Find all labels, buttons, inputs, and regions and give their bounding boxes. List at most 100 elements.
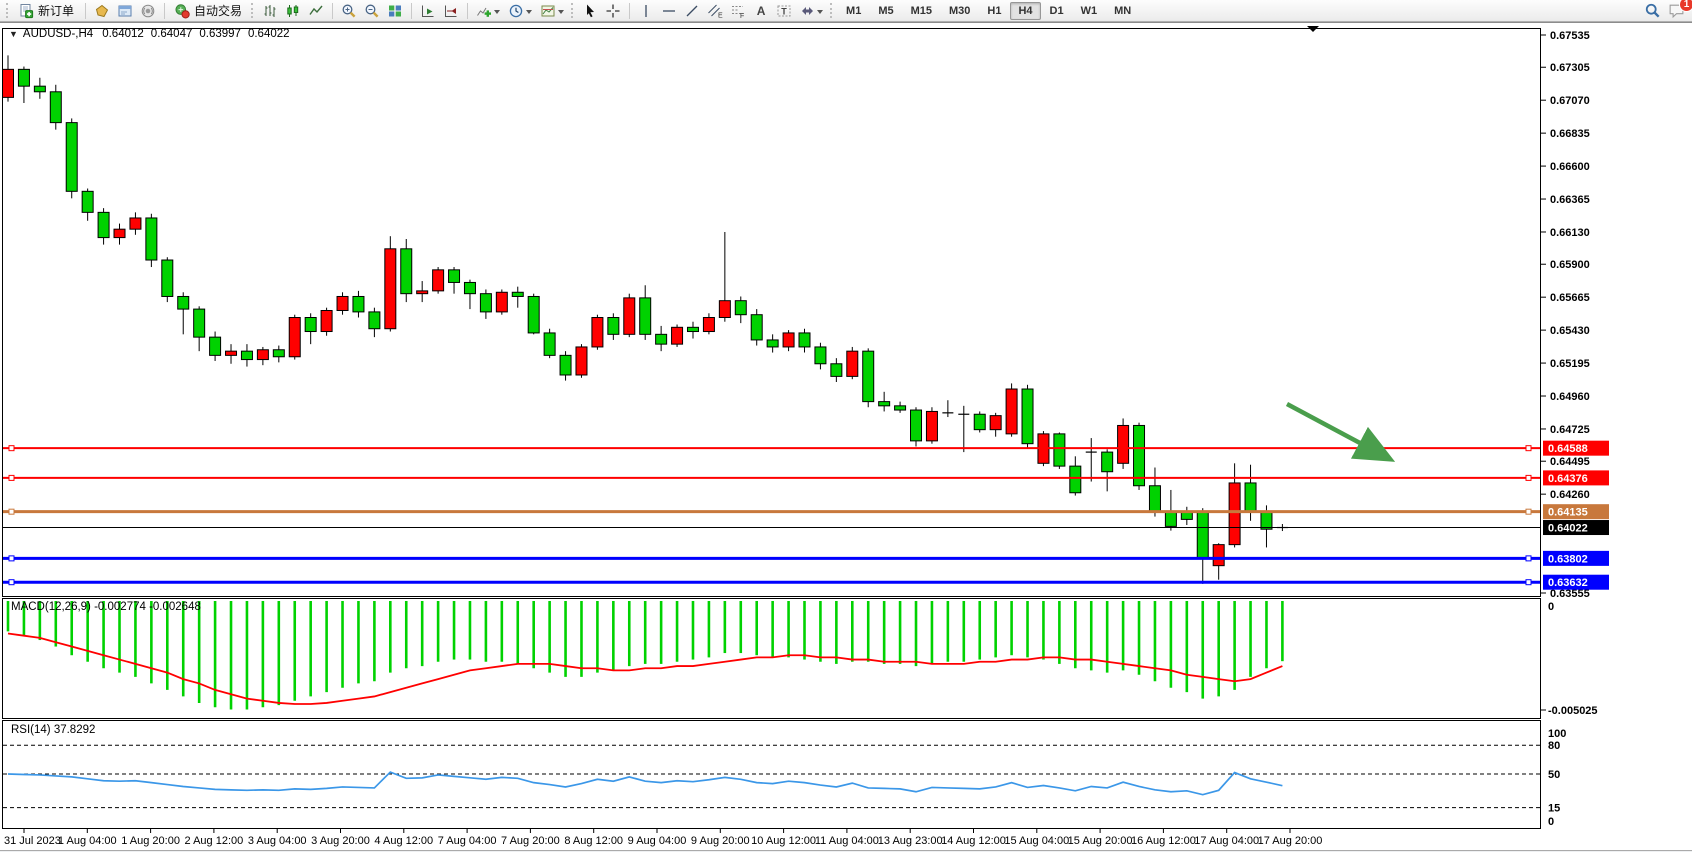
timeframe-mn-button[interactable]: MN <box>1114 4 1132 17</box>
zoom-out-icon <box>364 3 380 19</box>
search-button[interactable] <box>1641 1 1664 21</box>
svg-text:2 Aug 12:00: 2 Aug 12:00 <box>185 835 244 847</box>
zoom-in-icon <box>341 3 357 19</box>
svg-text:0.66365: 0.66365 <box>1550 194 1590 206</box>
svg-text:8 Aug 12:00: 8 Aug 12:00 <box>564 835 623 847</box>
svg-text:15: 15 <box>1548 803 1560 815</box>
templates-button[interactable] <box>537 1 568 21</box>
timeframe-h1-button[interactable]: H1 <box>987 4 1002 17</box>
high-value: 0.64047 <box>150 28 193 40</box>
autotrading-button[interactable]: 自动交易 <box>170 1 248 21</box>
svg-text:15 Aug 20:00: 15 Aug 20:00 <box>1068 835 1133 847</box>
timeframe-d1-button[interactable]: D1 <box>1049 4 1064 17</box>
chart-shift-button[interactable] <box>440 1 462 21</box>
symbol-ohlc-row: ▼ AUDUSD-,H4 0.64012 0.64047 0.63997 0.6… <box>9 28 297 40</box>
terminal-button[interactable] <box>137 1 159 21</box>
price-label-0.63802[interactable]: 0.63802 <box>1543 550 1609 566</box>
svg-text:0.64495: 0.64495 <box>1550 456 1590 468</box>
svg-text:-0.005025: -0.005025 <box>1548 705 1598 717</box>
text-label-tool-button[interactable]: T <box>773 1 795 21</box>
channel-tool-button[interactable]: E <box>704 1 726 21</box>
svg-text:0.64376: 0.64376 <box>1548 473 1588 485</box>
timeframe-h4-button[interactable]: H4 <box>1010 1 1041 20</box>
svg-text:0.65430: 0.65430 <box>1550 325 1590 337</box>
crosshair-tool-button[interactable] <box>602 1 624 21</box>
timeframe-w1-button[interactable]: W1 <box>1080 4 1098 17</box>
price-label-0.63632[interactable]: 0.63632 <box>1543 574 1609 590</box>
timeframe-m1-button[interactable]: M1 <box>846 4 862 17</box>
dropdown-caret-icon <box>526 9 533 17</box>
new-order-button[interactable]: 新订单 <box>14 1 80 21</box>
line-chart-mode-button[interactable] <box>305 1 327 21</box>
svg-text:0: 0 <box>1548 816 1554 828</box>
hline-0.64588[interactable] <box>3 445 1540 452</box>
svg-text:7 Aug 04:00: 7 Aug 04:00 <box>438 835 497 847</box>
price-chart-canvas[interactable]: 0.67535 0.67305 0.67070 0.66835 0.66600 0.663… <box>0 23 1692 852</box>
tile-windows-button[interactable] <box>384 1 406 21</box>
text-tool-button[interactable]: A <box>750 1 772 21</box>
cursor-tool-button[interactable] <box>579 1 601 21</box>
tile-windows-icon <box>387 3 403 19</box>
auto-scroll-button[interactable] <box>417 1 439 21</box>
hline-0.63802[interactable] <box>3 555 1540 562</box>
navigator-button[interactable] <box>114 1 136 21</box>
arrows-tool-button[interactable] <box>796 1 827 21</box>
toolbar-grip <box>6 3 9 18</box>
close-value: 0.64022 <box>247 28 290 40</box>
chart-shift-marker[interactable] <box>1307 26 1319 32</box>
svg-text:0.64725: 0.64725 <box>1550 424 1590 436</box>
price-label-0.64588[interactable]: 0.64588 <box>1543 440 1609 456</box>
new-order-label: 新订单 <box>38 4 75 18</box>
vertical-line-tool-button[interactable] <box>635 1 657 21</box>
current-price-label[interactable]: 0.64022 <box>1543 520 1609 536</box>
periods-button[interactable] <box>505 1 536 21</box>
separator <box>629 2 631 19</box>
collapse-chevron-icon[interactable]: ▼ <box>9 29 18 39</box>
price-label-0.64135[interactable]: 0.64135 <box>1543 504 1609 520</box>
notifications-button[interactable]: 1 <box>1665 0 1692 21</box>
toolbar: 新订单 自动交易 <box>0 0 1692 22</box>
svg-text:0.65195: 0.65195 <box>1550 358 1590 370</box>
separator <box>467 2 469 19</box>
hline-0.64376[interactable] <box>3 474 1540 481</box>
hline-0.64135[interactable] <box>3 508 1540 515</box>
templates-icon <box>540 3 556 19</box>
zoom-out-button[interactable] <box>361 1 383 21</box>
open-value: 0.64012 <box>102 28 144 40</box>
dropdown-caret-icon <box>558 9 565 17</box>
svg-text:9 Aug 04:00: 9 Aug 04:00 <box>628 835 687 847</box>
svg-text:0.64588: 0.64588 <box>1548 443 1588 455</box>
market-watch-button[interactable] <box>91 1 113 21</box>
timeframe-m15-button[interactable]: M15 <box>910 4 932 17</box>
separator <box>332 2 334 19</box>
svg-text:16 Aug 12:00: 16 Aug 12:00 <box>1131 835 1196 847</box>
timeframe-m30-button[interactable]: M30 <box>949 4 971 17</box>
hline-0.63632[interactable] <box>3 579 1540 586</box>
rsi-line <box>7 771 1283 796</box>
bar-chart-mode-button[interactable] <box>259 1 281 21</box>
macd-axis: 0 -0.005025 <box>1540 601 1598 717</box>
svg-text:0.64960: 0.64960 <box>1550 391 1590 403</box>
price-label-0.64376[interactable]: 0.64376 <box>1543 470 1609 486</box>
toolbar-grip <box>251 3 254 18</box>
zoom-in-button[interactable] <box>338 1 360 21</box>
indicators-button[interactable] <box>473 1 504 21</box>
rsi-indicator-label: RSI(14) 37.8292 <box>11 724 96 736</box>
svg-text:0.67070: 0.67070 <box>1550 95 1590 107</box>
trendline-tool-button[interactable] <box>681 1 703 21</box>
candlestick-mode-button[interactable] <box>282 1 304 21</box>
horizontal-line-tool-button[interactable] <box>658 1 680 21</box>
price-axis: 0.67535 0.67305 0.67070 0.66835 0.66600 0.663… <box>1540 30 1590 600</box>
trendline-icon <box>684 3 700 19</box>
fibonacci-tool-button[interactable]: F <box>727 1 749 21</box>
signal-circle-icon <box>140 3 156 19</box>
label-tool-glyph: T <box>781 6 787 16</box>
timeframe-m5-button[interactable]: M5 <box>878 4 894 17</box>
indicators-icon <box>476 3 492 19</box>
notification-badge[interactable]: 1 <box>1679 0 1692 12</box>
autotrading-label: 自动交易 <box>194 4 243 18</box>
separator <box>164 2 166 19</box>
chart-window: 0.67535 0.67305 0.67070 0.66835 0.66600 0.663… <box>0 22 1692 851</box>
downtrend-arrow-annotation[interactable] <box>1285 402 1396 462</box>
clock-icon <box>508 3 524 19</box>
